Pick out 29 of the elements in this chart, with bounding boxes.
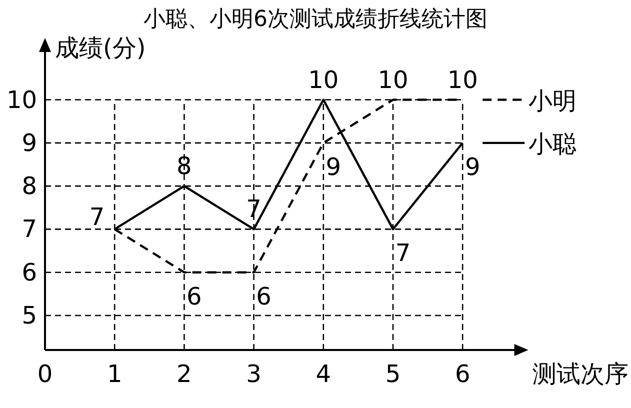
data-label: 10 xyxy=(308,66,339,94)
y-tick-label: 9 xyxy=(22,128,37,157)
data-label: 10 xyxy=(447,66,478,94)
x-tick-label: 3 xyxy=(246,360,262,388)
x-tick-label: 4 xyxy=(316,360,332,388)
x-axis-title: 测试次序 xyxy=(532,360,628,388)
x-tick-label: 6 xyxy=(454,360,470,388)
y-axis-title: 成绩(分) xyxy=(55,34,146,62)
y-tick-label: 5 xyxy=(22,301,37,330)
y-tick-label: 8 xyxy=(22,172,37,200)
data-label: 10 xyxy=(378,66,408,94)
data-label: 7 xyxy=(395,239,411,268)
chart-title: 小聪、小明6次测试成绩折线统计图 xyxy=(144,7,488,32)
data-label: 8 xyxy=(176,152,192,180)
legend-label: 小聪 xyxy=(528,130,577,158)
legend-label: 小明 xyxy=(528,86,577,115)
data-label: 6 xyxy=(186,282,202,310)
data-label: 6 xyxy=(256,282,272,310)
x-tick-label: 2 xyxy=(176,360,192,388)
y-tick-label: 6 xyxy=(22,258,37,286)
x-tick-label: 0 xyxy=(37,360,53,388)
data-label: 7 xyxy=(89,203,105,232)
data-label: 9 xyxy=(464,152,480,181)
data-label: 9 xyxy=(326,152,342,181)
y-tick-label: 7 xyxy=(22,215,37,244)
x-tick-label: 5 xyxy=(385,360,401,388)
data-label: 7 xyxy=(246,195,262,224)
x-tick-label: 1 xyxy=(106,360,122,388)
y-tick-label: 10 xyxy=(6,86,37,114)
